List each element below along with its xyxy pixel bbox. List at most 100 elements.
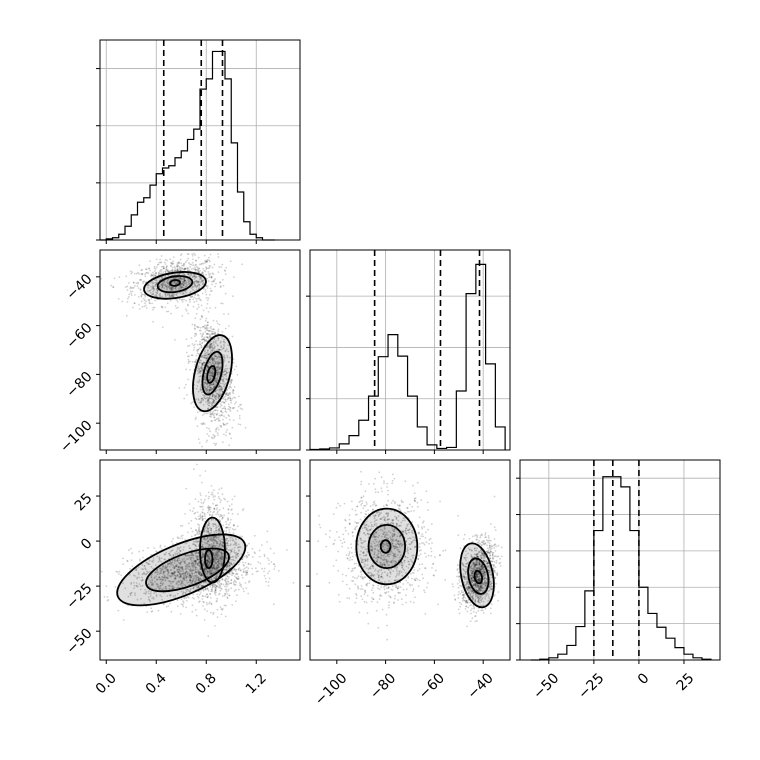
scatter-point: [183, 278, 186, 281]
scatter-point: [142, 298, 145, 300]
scatter-point: [172, 581, 174, 583]
scatter-point: [213, 396, 216, 399]
scatter-point: [203, 354, 206, 357]
scatter-point: [179, 284, 181, 287]
scatter-point: [214, 571, 217, 573]
scatter-point: [200, 572, 203, 575]
scatter-point: [150, 297, 153, 300]
scatter-point: [183, 577, 186, 580]
scatter-point: [172, 295, 175, 298]
scatter-point: [171, 287, 174, 290]
scatter-point: [159, 578, 161, 581]
scatter-point: [206, 365, 209, 367]
scatter-point: [222, 595, 224, 597]
scatter-point: [152, 282, 155, 284]
scatter-point: [191, 553, 194, 556]
scatter-point: [208, 571, 211, 573]
scatter-point: [195, 574, 198, 577]
scatter-point: [205, 412, 208, 415]
scatter-point: [139, 289, 142, 292]
scatter-point: [213, 563, 216, 566]
scatter-point: [360, 470, 362, 473]
scatter-point: [405, 601, 407, 604]
scatter-point: [193, 468, 195, 471]
scatter-point: [126, 560, 129, 563]
scatter-point: [149, 570, 151, 573]
scatter-point: [155, 578, 158, 580]
scatter-point: [236, 572, 238, 575]
scatter-point: [186, 596, 189, 598]
scatter-point: [187, 562, 190, 565]
scatter-point: [350, 552, 353, 554]
scatter-point: [368, 582, 371, 584]
scatter-point: [224, 383, 226, 385]
scatter-point: [148, 299, 151, 301]
scatter-point: [150, 275, 152, 277]
scatter-point: [225, 590, 228, 593]
scatter-point: [200, 367, 203, 370]
scatter-point: [199, 568, 202, 571]
scatter-point: [201, 547, 203, 549]
scatter-point: [174, 577, 176, 580]
scatter-point: [227, 517, 229, 520]
scatter-point: [221, 562, 223, 565]
scatter-point: [216, 599, 218, 602]
scatter-point: [153, 547, 156, 549]
scatter-point: [202, 556, 205, 558]
scatter-point: [220, 388, 223, 391]
scatter-point: [112, 286, 114, 289]
scatter-point: [221, 387, 224, 389]
scatter-point: [174, 269, 177, 272]
scatter-point: [107, 599, 110, 601]
scatter-point: [338, 600, 341, 603]
scatter-point: [150, 576, 153, 579]
scatter-point: [237, 578, 240, 580]
scatter-point: [196, 558, 199, 561]
scatter-point: [196, 366, 199, 369]
scatter-point: [222, 397, 225, 400]
scatter-point: [194, 568, 197, 571]
scatter-point: [198, 361, 201, 364]
scatter-point: [216, 556, 219, 559]
scatter-point: [235, 577, 238, 579]
scatter-point: [202, 338, 205, 341]
scatter-point: [211, 523, 214, 525]
scatter-point: [217, 550, 220, 553]
scatter-point: [228, 572, 230, 575]
scatter-point: [176, 568, 178, 571]
scatter-point: [203, 581, 206, 583]
scatter-point: [189, 280, 192, 283]
scatter-point: [418, 568, 421, 570]
scatter-point: [201, 546, 204, 548]
scatter-point: [169, 258, 172, 261]
scatter-point: [213, 577, 216, 579]
scatter-point: [147, 272, 150, 275]
scatter-point: [191, 276, 194, 278]
scatter-point: [189, 581, 192, 584]
scatter-point: [263, 567, 266, 570]
scatter-point: [225, 537, 228, 540]
scatter-point: [184, 584, 187, 587]
scatter-point: [166, 565, 169, 568]
scatter-point: [163, 576, 166, 579]
scatter-point: [178, 272, 181, 275]
scatter-point: [221, 578, 224, 581]
scatter-point: [122, 582, 124, 585]
scatter-point: [238, 582, 241, 584]
scatter-point: [198, 371, 200, 374]
scatter-point: [292, 581, 295, 584]
scatter-point: [214, 380, 217, 383]
scatter-point: [185, 555, 187, 558]
scatter-point: [209, 343, 212, 346]
scatter-point: [165, 281, 168, 284]
scatter-point: [207, 389, 210, 391]
scatter-point: [204, 376, 207, 378]
scatter-point: [192, 565, 195, 568]
scatter-point: [153, 592, 156, 594]
scatter-point: [208, 532, 211, 535]
scatter-point: [197, 584, 200, 587]
scatter-point: [180, 299, 183, 301]
scatter-point: [351, 569, 354, 572]
scatter-point: [156, 295, 159, 298]
scatter-point: [217, 371, 219, 374]
